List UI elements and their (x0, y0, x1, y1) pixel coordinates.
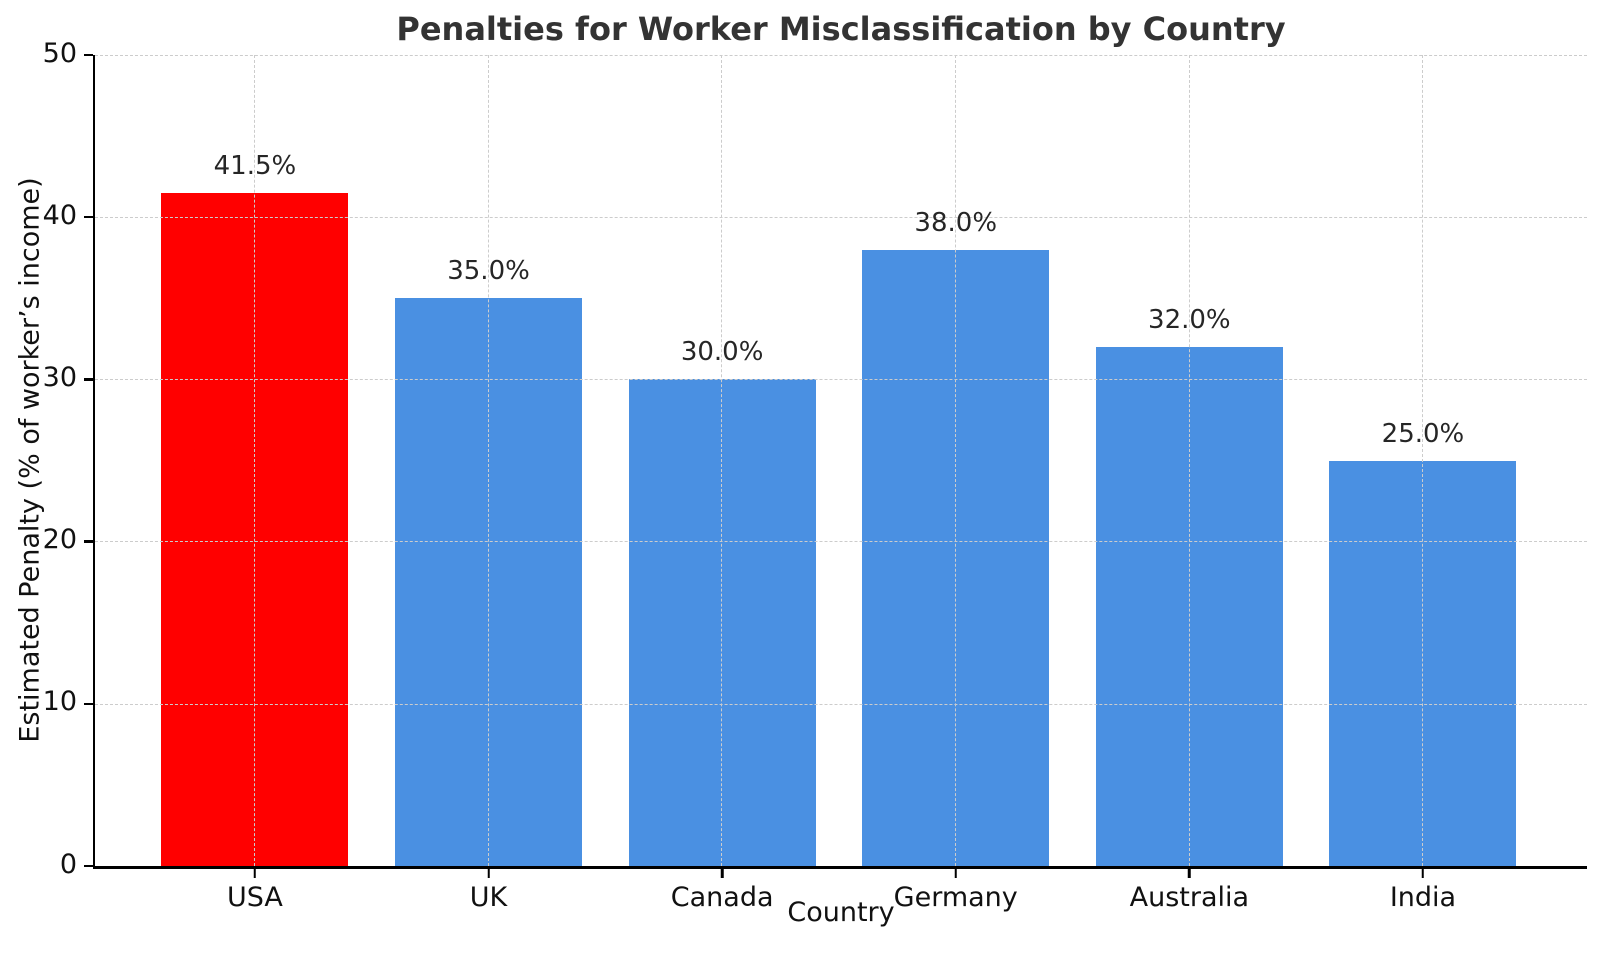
bar-value-label-india: 25.0% (1381, 418, 1465, 449)
y-tick-label-10: 10 (42, 686, 77, 718)
v-gridline-canada (721, 55, 723, 866)
bar-value-label-australia: 32.0% (1148, 304, 1231, 335)
h-gridline-20 (95, 541, 1587, 543)
x-tick-mark-usa (253, 868, 257, 878)
x-tick-label-uk: UK (469, 882, 508, 913)
y-tick-label-0: 0 (59, 848, 77, 880)
y-tick-mark-40 (83, 215, 93, 219)
y-axis-spine (92, 55, 95, 869)
y-tick-mark-20 (83, 540, 93, 543)
y-tick-mark-50 (83, 53, 93, 57)
x-tick-mark-uk (487, 868, 490, 878)
y-tick-mark-30 (83, 378, 93, 381)
v-gridline-india (1422, 55, 1424, 866)
bar-value-label-uk: 35.0% (447, 256, 530, 287)
y-tick-label-40: 40 (42, 199, 77, 231)
h-gridline-10 (95, 703, 1587, 705)
x-tick-label-canada: Canada (670, 882, 774, 913)
x-tick-mark-germany (954, 868, 957, 878)
x-tick-label-india: India (1389, 882, 1457, 913)
h-gridline-30 (95, 379, 1587, 381)
y-tick-label-50: 50 (42, 37, 77, 69)
y-axis-label: Estimated Penalty (% of worker’s income) (14, 177, 46, 743)
x-tick-mark-india (1421, 868, 1425, 878)
x-tick-label-germany: Germany (893, 882, 1018, 913)
bar-value-label-canada: 30.0% (680, 337, 764, 368)
v-gridline-usa (254, 55, 256, 866)
x-axis-spine (92, 866, 1587, 869)
x-axis-label: Country (787, 897, 895, 928)
plot-area: 0 10 20 30 40 50 41.5% USA 35.0% UK 30.0% Canada 38.… (43, 38, 1587, 913)
bar-value-label-germany: 38.0% (914, 207, 998, 238)
y-tick-label-20: 20 (42, 524, 77, 556)
x-tick-label-usa: USA (227, 882, 283, 913)
h-gridline-50 (95, 54, 1587, 56)
chart-title: Penalties for Worker Misclassification b… (396, 10, 1286, 48)
x-tick-mark-australia (1188, 868, 1191, 878)
bar-value-label-usa: 41.5% (213, 150, 297, 181)
x-tick-mark-canada (720, 868, 724, 878)
v-gridline-germany (954, 55, 956, 866)
y-tick-mark-10 (83, 702, 93, 706)
y-tick-mark-0 (83, 864, 93, 868)
v-gridline-australia (1188, 55, 1190, 866)
h-gridline-40 (95, 216, 1587, 218)
y-tick-label-30: 30 (42, 361, 77, 393)
x-tick-label-australia: Australia (1129, 882, 1250, 913)
v-gridline-uk (487, 55, 489, 866)
